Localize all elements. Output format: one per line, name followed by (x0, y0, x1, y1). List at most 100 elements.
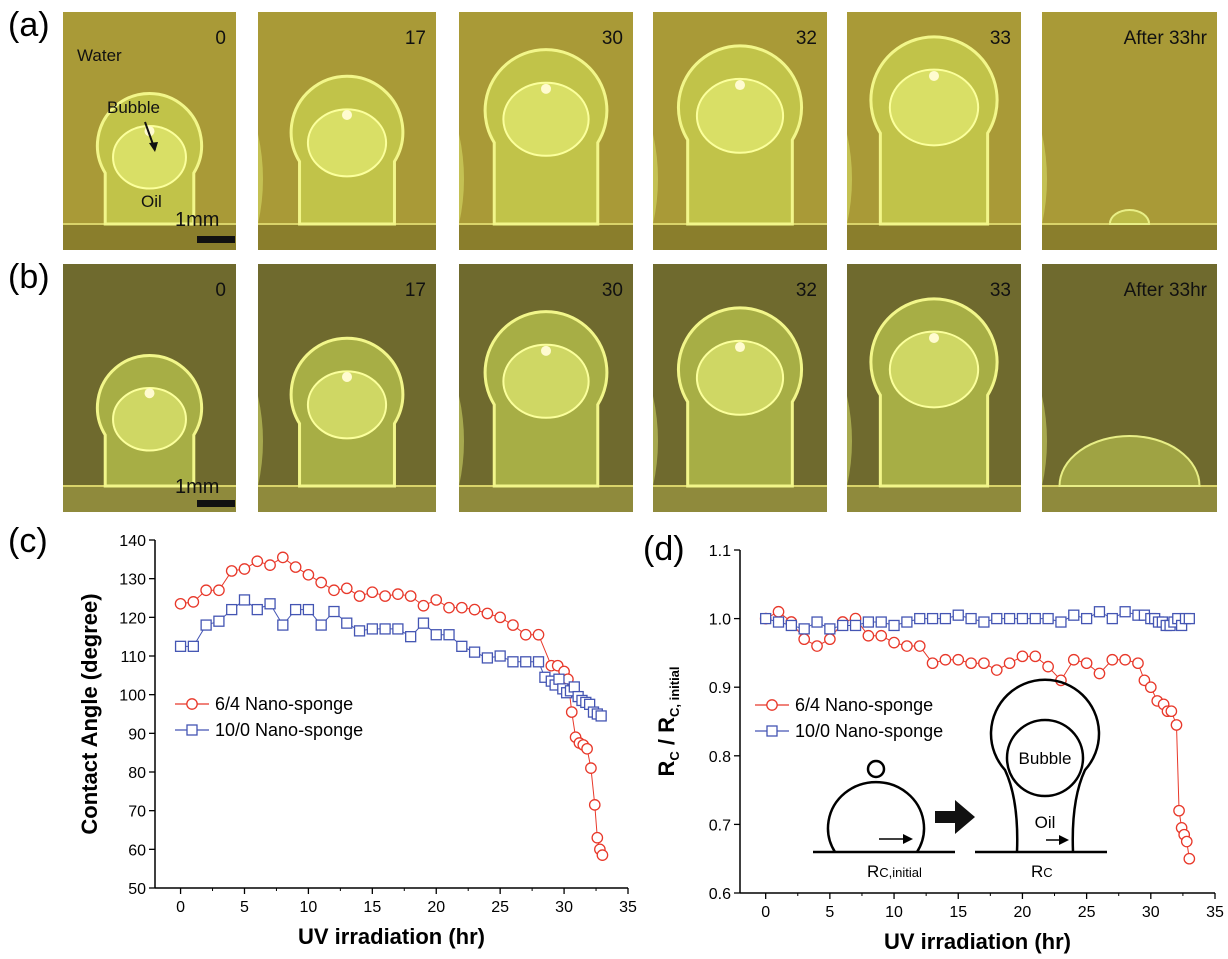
data-point (926, 612, 939, 625)
photos_b-frame-1: 17 (258, 264, 436, 512)
y-tick-label: 120 (119, 610, 146, 627)
water-label: Water (77, 46, 122, 65)
droplet-image (459, 264, 633, 512)
y-tick-label: 140 (119, 533, 146, 550)
data-point (276, 551, 289, 564)
data-point (1106, 653, 1119, 666)
frame-time-label: 33 (989, 280, 1011, 301)
data-point (798, 633, 811, 646)
x-axis-label: UV irradiation (hr) (884, 929, 1071, 954)
photos_a-frame-4: 33 (847, 12, 1021, 250)
data-point (939, 653, 952, 666)
droplet-image (653, 12, 827, 250)
data-point (862, 629, 875, 642)
data-point (1106, 612, 1118, 625)
frame-time-label: After 33hr (1123, 280, 1207, 301)
photos_b-frame-3: 32 (653, 264, 827, 512)
frame-time-label: 17 (404, 28, 426, 49)
y-tick-label: 1.0 (709, 612, 731, 629)
data-point (849, 619, 862, 632)
photos_a-frame-1: 17 (258, 12, 436, 250)
data-point (965, 657, 977, 670)
data-point (824, 633, 836, 646)
x-tick-label: 5 (240, 899, 249, 916)
legend-label: 10/0 Nano-sponge (215, 720, 363, 740)
panel-label-a: (a) (8, 6, 50, 44)
data-point (226, 603, 238, 616)
y-axis-label: RC / RC, initial (654, 666, 682, 776)
data-point (585, 762, 597, 774)
legend-label: 6/4 Nano-sponge (795, 695, 933, 715)
data-point (417, 617, 430, 629)
data-point (1003, 657, 1016, 670)
data-point (238, 594, 251, 606)
data-point (264, 598, 276, 610)
y-axis-label: Contact Angle (degree) (77, 593, 102, 834)
data-point (965, 612, 977, 625)
panel-label-d: (d) (643, 530, 685, 568)
droplet-image (258, 12, 436, 250)
data-point (507, 619, 519, 631)
scale-bar-label: 1mm (175, 476, 220, 498)
data-point (595, 710, 607, 722)
data-point (914, 612, 926, 625)
x-tick-label: 25 (491, 899, 509, 916)
photos_b-frame-2: 30 (459, 264, 633, 512)
x-tick-label: 30 (1142, 904, 1160, 921)
data-point (888, 619, 900, 632)
data-point (901, 616, 913, 628)
data-point (187, 640, 200, 652)
data-point (1093, 667, 1106, 680)
data-point (952, 653, 965, 666)
frame-time-label: 17 (404, 280, 426, 301)
data-point (481, 652, 494, 664)
legend-marker (186, 724, 198, 736)
data-point (315, 619, 327, 631)
x-tick-label: 30 (555, 899, 573, 916)
data-point (1042, 660, 1054, 673)
data-point (200, 584, 212, 597)
data-point (978, 657, 990, 670)
data-point (1055, 616, 1067, 628)
data-point (1183, 612, 1195, 625)
legend-marker (766, 725, 778, 737)
data-point (772, 616, 785, 628)
frame-time-label: 32 (795, 28, 817, 49)
data-point (264, 559, 276, 571)
data-point (494, 611, 507, 624)
data-point (1119, 606, 1131, 618)
data-point (913, 640, 926, 652)
y-tick-label: 50 (128, 881, 146, 898)
data-point (341, 617, 353, 629)
data-point (379, 623, 391, 635)
data-point (1183, 852, 1196, 865)
frame-time-label: 30 (601, 280, 623, 301)
frame-time-label: 33 (989, 28, 1011, 49)
data-point (565, 706, 578, 718)
data-point (328, 605, 340, 618)
series-square (174, 594, 607, 722)
legend-marker (186, 698, 198, 710)
data-point (225, 565, 238, 577)
y-tick-label: 0.8 (709, 749, 731, 766)
data-point (1170, 719, 1183, 731)
data-point (392, 623, 404, 635)
data-point (772, 605, 785, 618)
data-point (837, 619, 849, 632)
droplet-image (1042, 12, 1217, 250)
legend-label: 6/4 Nano-sponge (215, 694, 353, 714)
y-tick-label: 100 (119, 688, 146, 705)
y-tick-label: 1.1 (709, 543, 731, 560)
data-point (1165, 705, 1178, 718)
droplet-image (847, 12, 1021, 250)
data-point (1068, 609, 1080, 621)
photos_b-frame-5: After 33hr (1042, 264, 1217, 512)
data-point (901, 640, 913, 652)
data-point (404, 590, 417, 602)
data-point (468, 603, 481, 616)
data-point (1180, 835, 1193, 848)
data-point (553, 673, 565, 685)
data-point (455, 601, 468, 614)
photos_a-frame-3: 32 (653, 12, 827, 250)
data-point (251, 603, 263, 616)
